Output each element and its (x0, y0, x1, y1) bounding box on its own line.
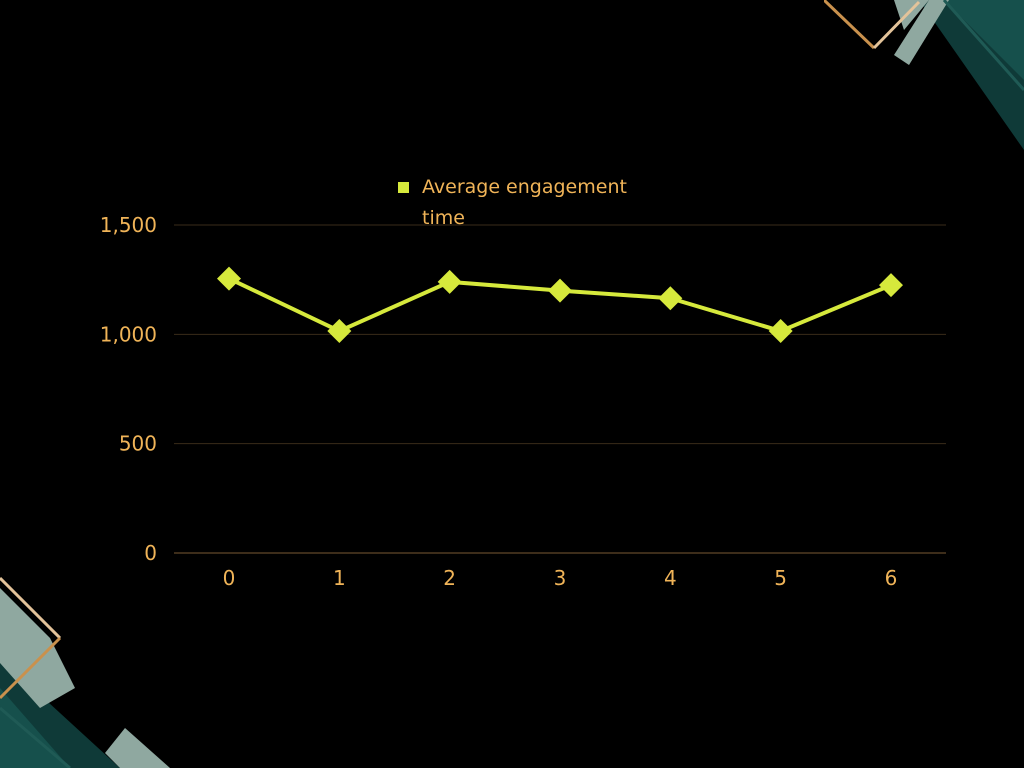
y-tick-label: 500 (119, 432, 157, 456)
x-tick-label: 4 (664, 566, 677, 590)
data-point-marker (879, 273, 903, 298)
x-axis-tick-labels: 0 1 2 3 4 5 6 (223, 566, 898, 590)
grid-lines (174, 224, 946, 554)
data-point-marker (217, 266, 241, 291)
legend-label-line-1: Average engagement (422, 176, 627, 198)
corner-decoration-top-right (824, 0, 1024, 150)
data-point-marker (768, 319, 793, 344)
y-tick-label: 1,000 (100, 322, 157, 346)
legend-swatch (398, 182, 409, 193)
x-tick-label: 6 (885, 566, 898, 590)
data-point-marker (437, 269, 462, 294)
series-average-engagement-time (217, 266, 903, 344)
legend: Average engagement time (398, 176, 627, 229)
data-point-marker (327, 319, 352, 344)
y-tick-label: 1,500 (100, 213, 157, 237)
data-point-marker (548, 278, 572, 303)
x-tick-label: 5 (774, 566, 787, 590)
x-tick-label: 1 (333, 566, 346, 590)
y-axis-tick-labels: 0 500 1,000 1,500 (100, 213, 157, 565)
x-tick-label: 2 (443, 566, 456, 590)
legend-label-line-2: time (422, 207, 465, 229)
corner-decoration-bottom-left (0, 576, 170, 768)
x-tick-label: 3 (554, 566, 567, 590)
x-tick-label: 0 (223, 566, 236, 590)
data-point-marker (658, 286, 683, 311)
y-tick-label: 0 (144, 541, 157, 565)
